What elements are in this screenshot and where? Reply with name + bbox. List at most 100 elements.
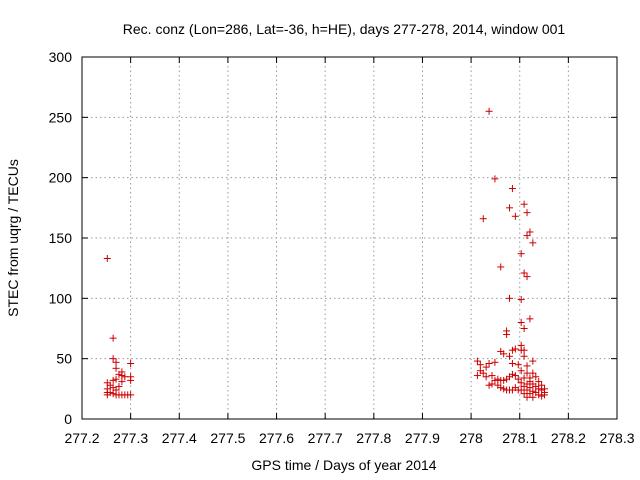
data-point [479, 215, 487, 223]
y-tick-label: 50 [56, 351, 72, 367]
chart-title: Rec. conz (Lon=286, Lat=-36, h=HE), days… [123, 21, 566, 37]
x-tick-label: 278.2 [551, 430, 586, 446]
data-point [520, 269, 528, 277]
data-point [514, 375, 522, 383]
data-point [523, 393, 531, 401]
data-point [526, 315, 534, 323]
data-point [517, 386, 525, 394]
x-tick-label: 278.3 [599, 430, 634, 446]
data-point [109, 376, 117, 384]
data-point [491, 175, 499, 183]
data-point [520, 325, 528, 332]
data-point [541, 391, 549, 399]
x-tick-label: 277.3 [113, 430, 148, 446]
data-point [523, 369, 531, 377]
data-point [529, 239, 537, 247]
data-point [529, 387, 537, 395]
data-point [503, 331, 511, 339]
x-tick-label: 277.7 [308, 430, 343, 446]
data-point [488, 372, 496, 380]
grid [82, 57, 617, 419]
data-point [106, 388, 114, 396]
data-point [520, 390, 528, 398]
data-point [491, 376, 499, 384]
data-points [103, 107, 549, 401]
y-tick-label: 200 [49, 170, 73, 186]
data-point [485, 381, 493, 389]
data-point [535, 378, 543, 386]
x-tick-label: 277.2 [64, 430, 99, 446]
data-point [109, 334, 117, 342]
data-point [473, 372, 481, 380]
data-point [473, 357, 481, 365]
data-point [127, 391, 135, 399]
data-point [506, 204, 514, 212]
data-point [529, 393, 537, 401]
y-tick-label: 300 [49, 49, 73, 65]
data-point [491, 358, 499, 366]
data-point [508, 359, 516, 367]
data-point [526, 384, 534, 392]
plot-frame [81, 56, 618, 420]
data-point [127, 359, 135, 367]
data-point [476, 361, 484, 369]
data-point [538, 392, 546, 400]
data-point [529, 369, 537, 377]
y-tick-label: 100 [49, 290, 73, 306]
x-tick-label: 277.9 [405, 430, 440, 446]
x-tick-label: 278.1 [502, 430, 537, 446]
data-point [482, 363, 490, 371]
data-point [115, 382, 123, 390]
data-point [508, 370, 516, 378]
data-point [500, 385, 508, 393]
data-point [508, 185, 516, 193]
y-tick-label: 250 [49, 109, 73, 125]
data-point [112, 375, 120, 383]
data-point [482, 373, 490, 381]
data-point [109, 355, 117, 363]
data-point [517, 318, 525, 326]
data-point [500, 350, 508, 358]
data-point [517, 379, 525, 387]
y-tick-label: 150 [49, 230, 73, 246]
data-point [520, 346, 528, 354]
data-point [506, 352, 514, 360]
data-point [523, 273, 531, 281]
data-point [532, 373, 540, 381]
data-point [508, 346, 516, 354]
x-tick-label: 277.8 [356, 430, 391, 446]
data-point [517, 250, 525, 258]
data-point [506, 294, 514, 302]
data-point [535, 391, 543, 399]
data-point [511, 372, 519, 380]
data-point [517, 367, 525, 375]
data-point [479, 369, 487, 377]
data-point [520, 200, 528, 208]
data-point [112, 358, 120, 366]
data-point [127, 376, 135, 384]
data-point [485, 359, 493, 367]
data-point [497, 384, 505, 392]
data-point [118, 372, 126, 380]
data-point [497, 263, 505, 271]
data-point [112, 364, 120, 372]
data-point [511, 212, 519, 220]
x-tick-label: 277.6 [259, 430, 294, 446]
data-point [118, 378, 126, 386]
data-point [523, 209, 531, 217]
x-tick-label: 278 [459, 430, 483, 446]
data-point [488, 380, 496, 388]
data-point [103, 255, 111, 263]
data-point [485, 107, 493, 115]
data-point [511, 345, 519, 353]
data-point [529, 357, 537, 365]
data-point [520, 352, 528, 360]
y-tick-label: 0 [64, 411, 72, 427]
x-tick-label: 277.5 [210, 430, 245, 446]
data-point [121, 373, 129, 381]
data-point [109, 390, 117, 398]
x-axis-title: GPS time / Days of year 2014 [251, 457, 436, 473]
data-point [500, 376, 508, 384]
data-point [514, 361, 522, 369]
